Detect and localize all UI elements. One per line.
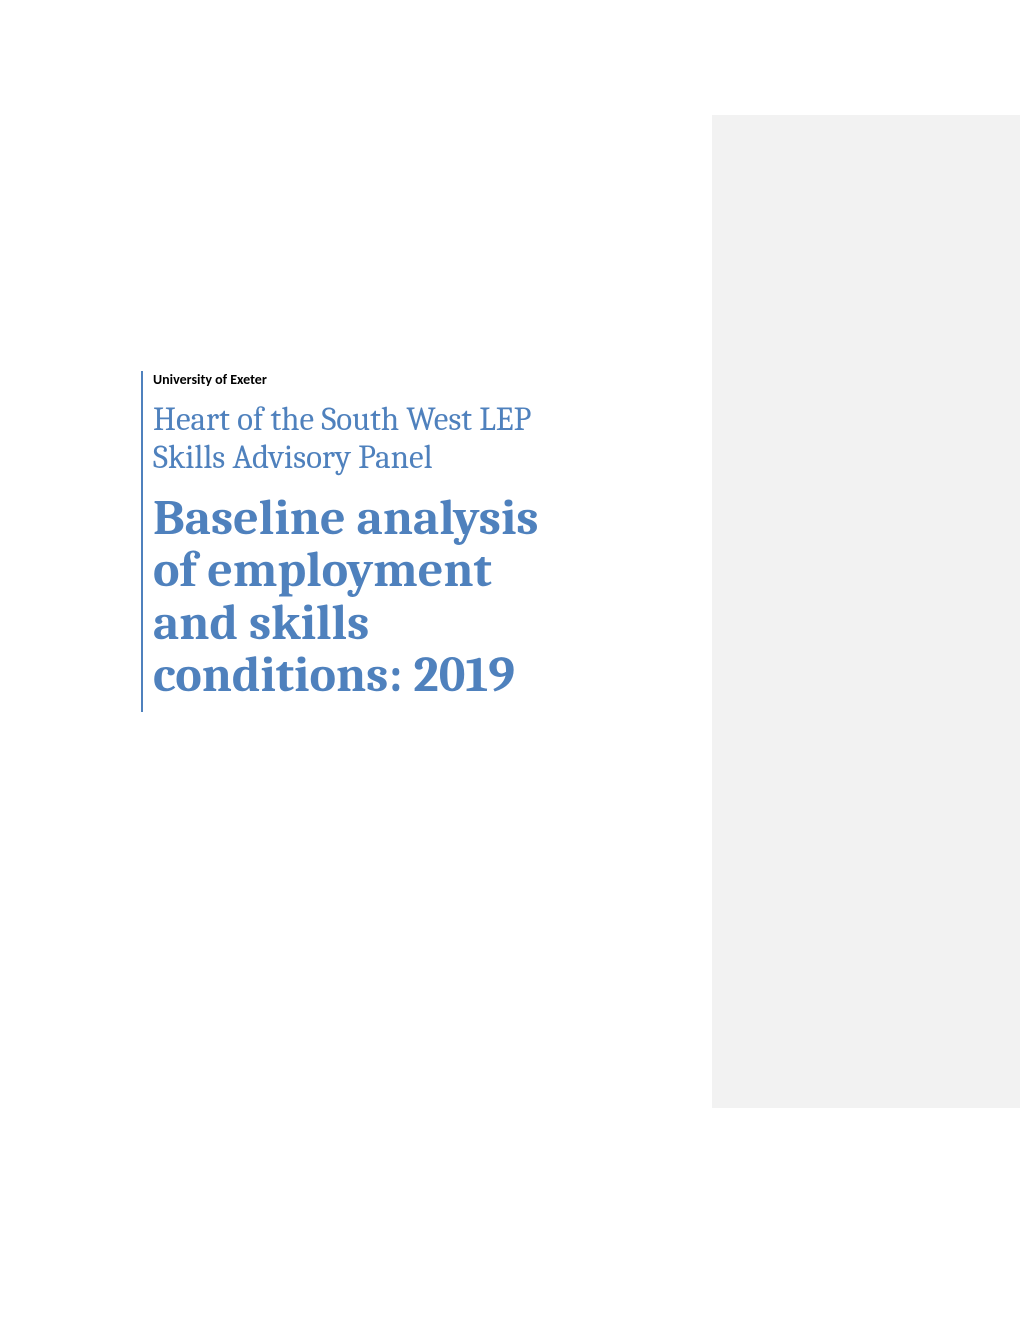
institution-label: University of Exeter [153,371,576,388]
title-block: University of Exeter Heart of the South … [141,371,576,712]
document-main-title: Baseline analysis of employment and skil… [153,492,576,712]
document-subtitle: Heart of the South West LEP Skills Advis… [153,402,576,478]
decorative-sidebar [712,115,1020,1108]
